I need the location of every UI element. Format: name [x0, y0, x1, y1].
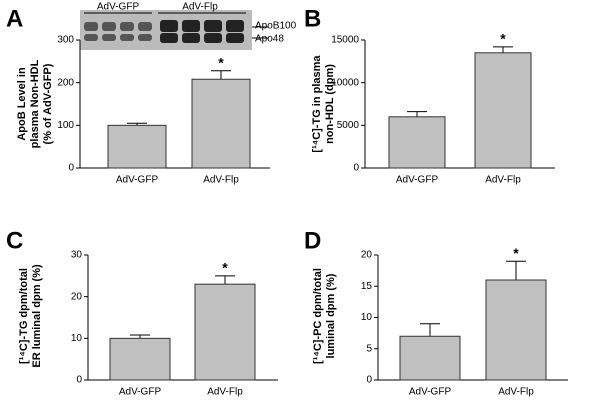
panel-letter: D: [304, 227, 321, 254]
x-tick-label: AdV-GFP: [409, 387, 452, 398]
y-tick-label: 5000: [337, 120, 360, 131]
y-tick-label: 20: [361, 250, 373, 261]
y-tick-label: 10: [71, 333, 83, 344]
bar: [191, 78, 251, 169]
western-blot: AdV-GFP AdV-Flp ApoB100 Apo48: [80, 2, 297, 50]
x-tick-label: AdV-Flp: [485, 175, 521, 186]
y-tick-label: 200: [57, 77, 74, 88]
y-axis-label: luminal dpm (%): [325, 273, 337, 358]
y-axis-label: plasma Non-HDL: [29, 59, 41, 148]
blot-group-label: AdV-GFP: [97, 2, 140, 13]
bar: [485, 279, 547, 381]
y-axis-label: (% of AdV-GFP): [42, 63, 54, 144]
y-tick-label: 5: [366, 343, 372, 354]
bar: [399, 335, 461, 381]
panel-letter: C: [6, 227, 23, 254]
x-tick-label: AdV-Flp: [207, 387, 243, 398]
x-tick-label: AdV-Flp: [498, 387, 534, 398]
y-tick-label: 15: [361, 281, 373, 292]
bar: [474, 52, 532, 169]
panel-letter: A: [6, 5, 23, 32]
y-tick-label: 30: [71, 250, 83, 261]
y-tick-label: 10000: [331, 77, 359, 88]
blot-group-label: AdV-Flp: [182, 2, 218, 13]
y-tick-label: 10: [361, 312, 373, 323]
significance-marker: *: [222, 260, 228, 276]
y-axis-label: [¹⁴C]-TG dpm/total: [18, 268, 30, 364]
y-tick-label: 15000: [331, 35, 359, 46]
panel-letter: B: [304, 5, 321, 32]
bar: [388, 116, 446, 169]
y-tick-label: 0: [68, 163, 74, 174]
y-axis-label: non-HDL (dpm): [324, 64, 336, 144]
blot-band-label: Apo48: [255, 34, 284, 45]
x-tick-label: AdV-Flp: [203, 175, 239, 186]
blot-band-label: ApoB100: [255, 21, 297, 32]
significance-marker: *: [500, 31, 506, 47]
y-axis-label: ER luminal dpm (%): [31, 264, 43, 368]
x-tick-label: AdV-GFP: [116, 175, 159, 186]
bar: [109, 337, 171, 381]
y-axis-label: [¹⁴C]-PC dpm/total: [312, 268, 324, 364]
bar: [107, 124, 167, 169]
y-tick-label: 20: [71, 291, 83, 302]
x-tick-label: AdV-GFP: [396, 175, 439, 186]
y-tick-label: 0: [353, 163, 359, 174]
x-tick-label: AdV-GFP: [119, 387, 162, 398]
significance-marker: *: [218, 54, 224, 70]
y-tick-label: 0: [366, 375, 372, 386]
y-axis-label: [¹⁴C]-TG in plasma: [311, 55, 323, 153]
y-axis-label: ApoB Level in: [16, 67, 28, 141]
y-tick-label: 100: [57, 120, 74, 131]
bar: [194, 283, 256, 381]
y-tick-label: 0: [76, 375, 82, 386]
y-tick-label: 300: [57, 35, 74, 46]
significance-marker: *: [513, 245, 519, 261]
